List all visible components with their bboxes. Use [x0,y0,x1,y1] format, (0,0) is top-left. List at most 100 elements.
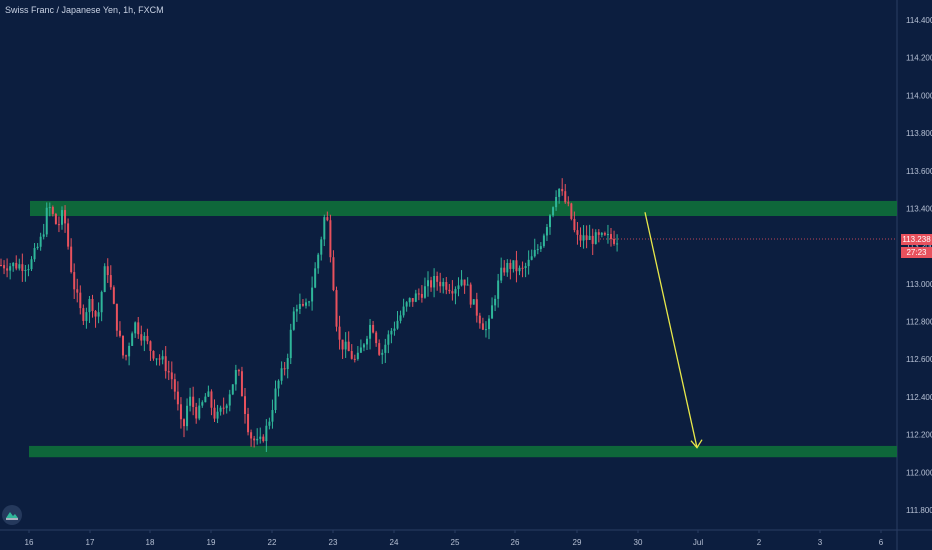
candle-body-112 [341,339,344,350]
candle-body-186 [567,202,570,204]
candle-body-194 [591,235,594,244]
candle-body-3 [9,266,12,271]
y-tick-label-0: 114.400 [906,16,932,25]
x-tick-label-13: 3 [818,538,823,547]
candle-body-21 [64,210,67,224]
candle-body-122 [372,324,375,333]
candle-body-120 [366,338,368,345]
candle-body-181 [552,207,555,216]
candle-body-58 [176,391,179,405]
candle-body-185 [564,191,567,203]
candle-body-159 [484,329,487,331]
y-tick-label-7: 113.000 [906,280,932,289]
candle-body-145 [442,282,445,287]
support-zone [29,445,897,458]
candle-body-126 [384,344,387,353]
candle-body-71 [216,411,219,419]
candle-body-67 [204,396,207,403]
candle-body-105 [320,239,323,255]
candle-body-104 [317,254,320,269]
candle-body-45 [137,322,140,335]
candle-body-19 [57,224,60,226]
x-tick-label-4: 22 [268,538,277,547]
candle-body-62 [189,396,192,406]
candle-body-108 [329,220,332,258]
candle-body-142 [433,275,436,288]
candle-body-141 [430,280,433,288]
tradingview-logo-icon [2,505,22,525]
candle-body-128 [390,330,393,335]
candle-body-15 [45,207,48,235]
candle-body-63 [192,396,195,408]
candle-body-31 [94,310,97,317]
candle-body-1 [3,265,6,269]
candle-body-123 [375,332,378,344]
y-tick-label-5: 113.400 [906,204,932,213]
candle-body-39 [118,330,121,336]
candle-body-152 [463,279,466,286]
candle-body-153 [466,284,469,286]
x-tick-label-12: 2 [757,538,762,547]
candle-body-189 [576,230,579,235]
candle-body-160 [488,318,490,330]
candle-body-34 [103,266,106,292]
candle-body-103 [314,268,317,288]
candle-body-74 [225,405,228,409]
x-tick-label-5: 23 [329,538,338,547]
candle-body-40 [122,335,124,356]
candle-body-41 [125,355,128,357]
candle-body-192 [585,235,588,240]
x-tick-label-0: 16 [25,538,34,547]
candle-body-202 [616,243,619,245]
candle-body-116 [353,358,356,360]
candle-body-138 [420,293,423,298]
x-tick-label-10: 30 [634,538,643,547]
candle-body-155 [472,299,475,305]
candle-body-80 [244,396,246,414]
candle-body-178 [542,235,545,247]
candle-body-8 [24,270,27,272]
candle-body-28 [85,312,88,321]
candle-body-61 [186,405,189,427]
candle-body-139 [423,286,426,298]
candle-body-72 [219,407,222,412]
candle-body-176 [536,249,539,251]
y-tick-label-10: 112.400 [906,393,932,402]
candle-body-38 [115,303,118,331]
candle-body-30 [91,298,94,311]
candle-body-166 [506,262,509,273]
candle-body-180 [549,215,551,228]
y-tick-label-9: 112.600 [906,355,932,364]
candle-body-190 [579,234,582,241]
last-price-badge: 113.238 [901,234,932,245]
candle-body-167 [509,262,512,269]
candle-body-36 [109,275,112,288]
candle-body-86 [262,436,265,442]
candle-body-91 [277,380,280,389]
candle-body-115 [350,351,353,359]
candle-body-182 [555,196,558,208]
candle-body-27 [82,308,85,321]
candle-body-49 [149,341,152,351]
candle-body-52 [158,358,161,360]
candle-body-32 [97,312,100,317]
candle-body-83 [253,438,256,441]
candle-body-129 [393,328,396,331]
x-tick-label-11: Jul [693,538,703,547]
candle-body-50 [152,350,155,359]
y-tick-label-3: 113.800 [906,129,932,138]
candle-body-96 [292,311,295,330]
y-tick-label-2: 114.000 [906,91,932,100]
candle-body-97 [295,308,298,312]
candle-body-127 [387,334,390,345]
candle-body-134 [408,298,411,303]
candle-body-175 [533,249,536,257]
candle-body-46 [140,334,143,341]
candle-body-64 [195,407,198,419]
candle-body-196 [597,232,600,235]
candle-body-113 [344,341,347,350]
candle-body-107 [326,217,329,221]
candle-body-140 [427,280,429,287]
